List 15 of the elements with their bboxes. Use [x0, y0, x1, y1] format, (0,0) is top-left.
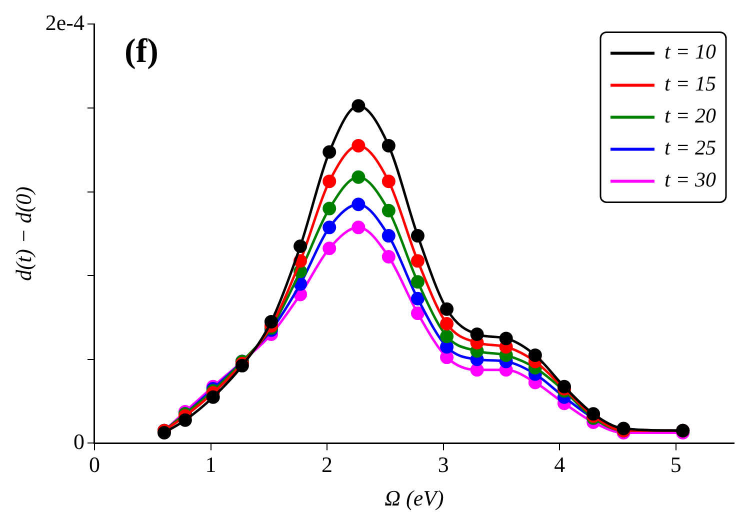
legend-label: t = 25 [664, 136, 716, 160]
x-tick-label: 4 [554, 452, 566, 478]
legend-label: t = 10 [664, 40, 716, 64]
x-tick-label: 5 [670, 452, 682, 478]
x-tick-label: 2 [322, 452, 333, 478]
y-axis-title: d(t) − d(0) [10, 186, 36, 281]
legend-label: t = 30 [664, 168, 716, 192]
legend-label: t = 20 [664, 104, 716, 128]
x-tick-label: 3 [438, 452, 449, 478]
x-tick-label: 1 [205, 452, 216, 478]
annotation: (f) [124, 32, 158, 70]
x-tick-label: 0 [88, 452, 100, 478]
x-axis-title: Ω (eV) [384, 486, 444, 511]
legend-label: t = 15 [664, 72, 716, 96]
y-tick-label: 2e-4 [45, 10, 84, 35]
